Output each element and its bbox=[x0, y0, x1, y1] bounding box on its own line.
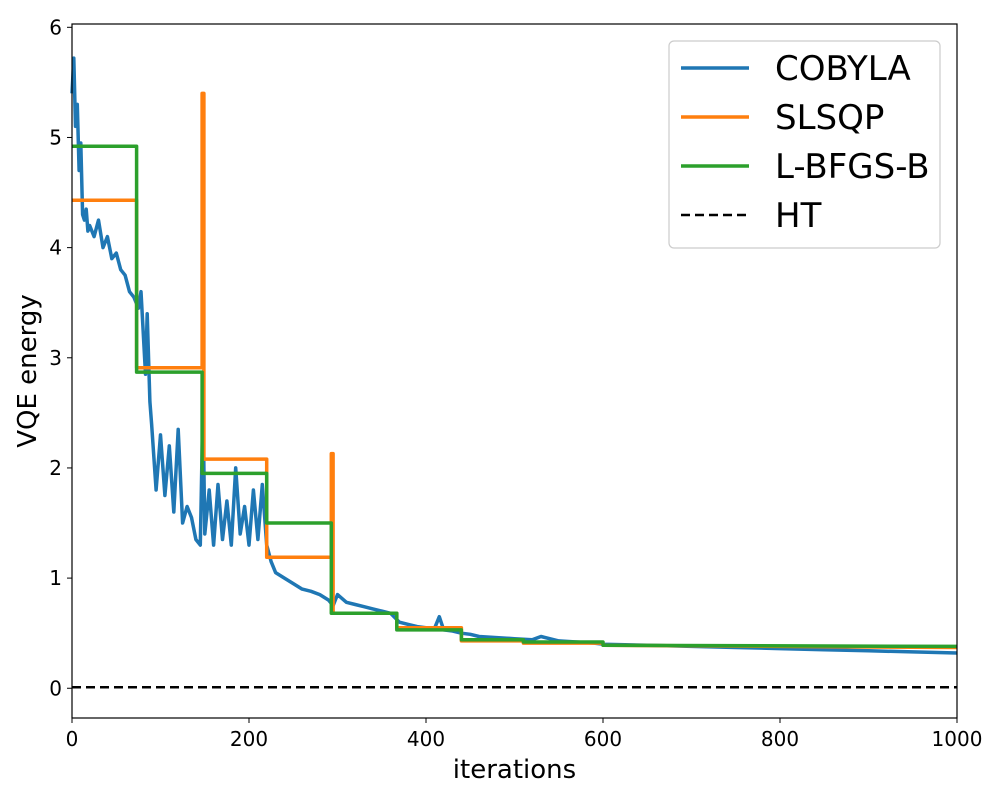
x-axis-label: iterations bbox=[453, 755, 576, 785]
y-tick-label: 6 bbox=[49, 15, 62, 39]
y-axis-ticks: 0 1 2 3 4 5 6 bbox=[49, 15, 72, 700]
legend-label: HT bbox=[775, 196, 822, 236]
x-tick-label: 800 bbox=[761, 727, 799, 751]
legend: COBYLA SLSQP L-BFGS-B HT bbox=[668, 40, 941, 249]
y-tick-label: 1 bbox=[49, 566, 62, 590]
x-tick-label: 400 bbox=[407, 727, 445, 751]
x-tick-label: 0 bbox=[66, 727, 79, 751]
y-axis-label: VQE energy bbox=[13, 294, 43, 448]
y-tick-label: 2 bbox=[49, 456, 62, 480]
legend-label: COBYLA bbox=[775, 49, 911, 89]
x-axis-ticks: 0 200 400 600 800 1000 bbox=[66, 718, 983, 751]
x-tick-label: 600 bbox=[584, 727, 622, 751]
plot-frame bbox=[71, 23, 958, 719]
y-tick-label: 3 bbox=[49, 346, 62, 370]
plot-lines bbox=[70, 56, 958, 689]
series-line-cobyla bbox=[70, 56, 958, 655]
y-tick-label: 0 bbox=[49, 676, 62, 700]
series-line-l-bfgs-b bbox=[72, 144, 958, 649]
y-tick-label: 5 bbox=[49, 125, 62, 149]
y-tick-label: 4 bbox=[49, 236, 62, 260]
legend-label: SLSQP bbox=[775, 98, 884, 138]
x-tick-label: 1000 bbox=[932, 727, 983, 751]
legend-label: L-BFGS-B bbox=[775, 147, 930, 187]
legend-box bbox=[668, 40, 941, 249]
x-tick-label: 200 bbox=[230, 727, 268, 751]
